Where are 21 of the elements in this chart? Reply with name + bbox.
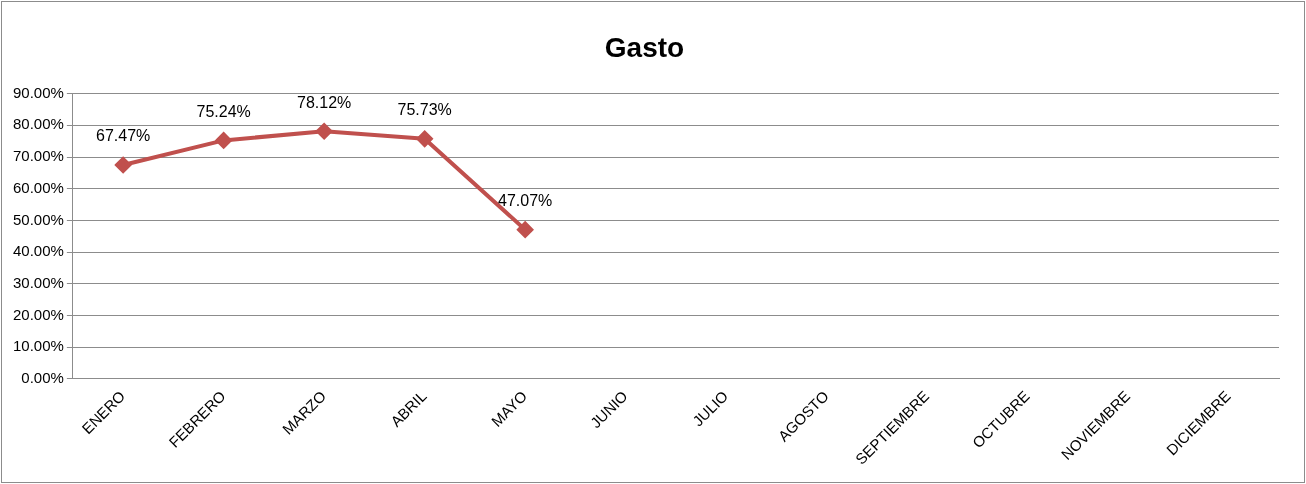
y-tick-label: 90.00% — [13, 83, 64, 101]
point — [517, 221, 534, 238]
point — [416, 130, 433, 147]
data-label: 78.12% — [297, 93, 352, 111]
y-tick-label: 70.00% — [13, 147, 64, 165]
y-tick-label: 10.00% — [13, 337, 64, 355]
data-label: 75.24% — [196, 102, 251, 120]
chart-title: Gasto — [604, 31, 685, 63]
y-tick-label: 50.00% — [13, 210, 64, 228]
data-label: 67.47% — [96, 127, 151, 145]
data-label: 47.07% — [498, 192, 553, 210]
data-label: 75.73% — [397, 101, 452, 119]
point — [316, 123, 333, 140]
point — [215, 132, 232, 149]
y-tick-label: 30.00% — [13, 273, 64, 291]
y-tick-label: 20.00% — [13, 305, 64, 323]
point — [115, 157, 132, 174]
y-tick-label: 60.00% — [13, 178, 64, 196]
y-tick-label: 80.00% — [13, 115, 64, 133]
y-tick-label: 0.00% — [21, 369, 64, 387]
y-tick-label: 40.00% — [13, 242, 64, 260]
